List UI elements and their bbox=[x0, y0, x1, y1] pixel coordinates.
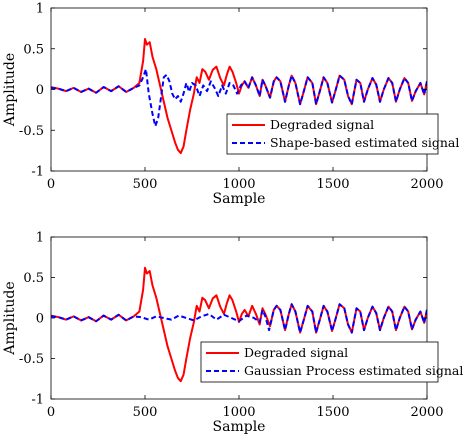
legend: Degraded signal Shape-based estimated sig… bbox=[226, 113, 459, 155]
y-tick-label: -0.5 bbox=[19, 124, 44, 139]
legend: Degraded signal Gaussian Process estimate… bbox=[200, 341, 463, 383]
y-axis-label: Amplitude bbox=[2, 53, 18, 127]
y-tick-label: -1 bbox=[31, 393, 44, 408]
x-tick-label: 0 bbox=[47, 177, 55, 192]
x-tick-label: 500 bbox=[133, 405, 158, 420]
y-tick-label: 1 bbox=[36, 231, 44, 246]
y-tick-label: 1 bbox=[36, 2, 44, 17]
legend-label: Degraded signal bbox=[270, 117, 374, 132]
legend-box bbox=[226, 113, 439, 155]
legend-label: Degraded signal bbox=[244, 345, 348, 360]
legend-box bbox=[200, 341, 439, 383]
legend-label: Shape-based estimated signal bbox=[270, 135, 459, 150]
x-tick-label: 2000 bbox=[410, 177, 443, 192]
x-tick-label: 500 bbox=[133, 177, 158, 192]
x-axis-label: Sample bbox=[213, 419, 266, 435]
x-tick-label: 0 bbox=[47, 405, 55, 420]
x-tick-label: 1000 bbox=[222, 405, 255, 420]
y-tick-label: -1 bbox=[31, 165, 44, 180]
y-tick-label: 0 bbox=[36, 83, 44, 98]
y-tick-label: 0 bbox=[36, 312, 44, 327]
x-axis-label: Sample bbox=[213, 191, 266, 207]
y-tick-label: -0.5 bbox=[19, 352, 44, 367]
y-axis-label: Amplitude bbox=[2, 281, 18, 355]
chart-panel-2: 0 500 1000 1500 2000 1 0.5 0 -0.5 -1 Sample Amplitu… bbox=[2, 231, 463, 436]
x-tick-label: 2000 bbox=[410, 405, 443, 420]
x-tick-label: 1000 bbox=[222, 177, 255, 192]
x-tick-label: 1500 bbox=[316, 405, 349, 420]
y-tick-label: 0.5 bbox=[23, 271, 44, 286]
legend-label: Gaussian Process estimated signal bbox=[244, 363, 463, 378]
series-line-estimated bbox=[51, 68, 427, 128]
x-tick-label: 1500 bbox=[316, 177, 349, 192]
chart-panel-1: 0 500 1000 1500 2000 1 0.5 0 -0.5 -1 Sample Amplitu… bbox=[2, 2, 459, 208]
y-tick-label: 0.5 bbox=[23, 42, 44, 57]
series-line-estimated bbox=[51, 303, 427, 334]
